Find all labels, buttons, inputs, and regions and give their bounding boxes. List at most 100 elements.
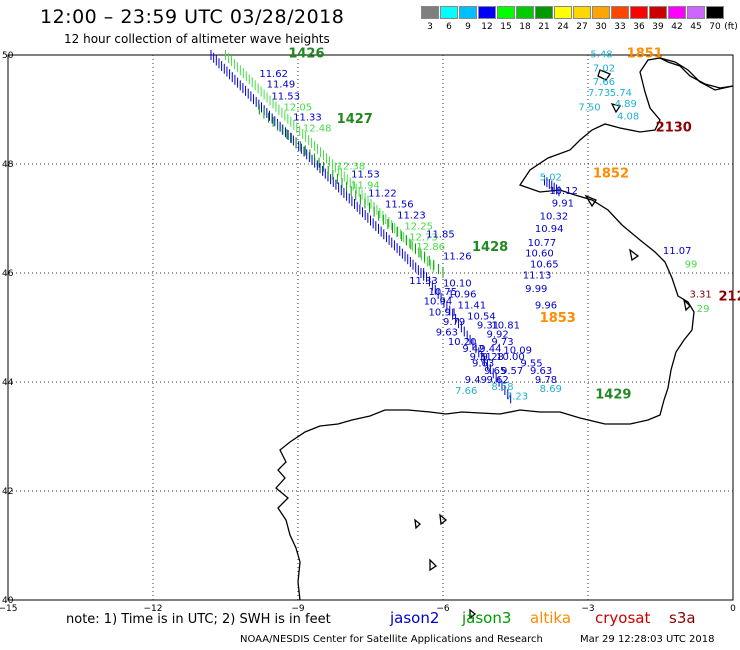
swh-value-label: 7.66 [455,386,477,397]
swh-value-label: 10.00 [496,352,525,363]
colorbar-swatch [421,6,439,19]
colorbar-swatch [535,6,553,19]
colorbar-label: 21 [538,22,550,32]
swh-value-label: 29 [697,304,710,315]
lon-tick-label: −15 [0,604,18,614]
swh-value-label: 9.65 [484,366,506,377]
swh-value-label: 10.65 [530,260,559,271]
coastline-segment [518,57,734,425]
swh-value-label: 9.42 [462,344,484,355]
swh-value-label: 12.73 [409,232,438,243]
colorbar-label: 12 [481,22,493,32]
swh-value-label: 10.09 [503,346,532,357]
colorbar-label: 27 [576,22,588,32]
axis-ticks: −15 −12 −9 −6 −3 0 50 48 46 44 42 40 [0,51,736,614]
coastline-segment [439,513,448,526]
swh-value-label: 9.91 [552,199,574,210]
swh-value-label: 11.33 [409,276,438,287]
coastline-segment [629,248,640,262]
swh-value-label: 12.86 [416,242,445,253]
coastline-segment [682,298,691,312]
swh-value-label: 5.48 [590,50,612,61]
swh-value-label: 11.56 [385,200,414,211]
swh-value-label: 11.26 [443,251,472,262]
swh-value-label: 7.66 [593,77,615,88]
lat-tick-label: 46 [2,269,14,279]
swh-value-label: 8.69 [540,384,562,395]
swh-value-label: 9.49 [465,375,487,386]
swh-value-label: 11.49 [267,80,296,91]
colorbar-swatch [668,6,686,19]
swh-value-label: 10.94 [535,224,564,235]
swh-value-label: 9.79 [443,317,465,328]
pass-time-label: 1427 [337,112,373,127]
lon-tick-label: −3 [581,604,594,614]
swh-value-label: 9.63 [530,366,552,377]
swh-value-label: 10.94 [424,297,453,308]
swh-value-label: 10.10 [443,279,472,290]
coastline-segment [610,103,622,114]
legend-jason2: jason2 [390,609,440,627]
colorbar-unit: (ft) [724,22,738,32]
swh-value-label: 5.74 [610,88,632,99]
legend-cryosat: cryosat [595,609,651,627]
colorbar-swatch [554,6,572,19]
swh-value-label: 10.91 [429,308,458,319]
swh-value-label: 4.89 [615,99,637,110]
colorbar-label: 39 [652,22,664,32]
colorbar-label: 36 [633,22,645,32]
lon-tick-label: −12 [144,604,163,614]
swh-value-label: 7.02 [593,63,615,74]
colorbar-swatch [573,6,591,19]
swh-value-label: 8.58 [491,382,513,393]
map-subtitle: 12 hour collection of altimeter wave hei… [64,32,330,46]
legend-jason3: jason3 [462,609,512,627]
colorbar-label: 6 [446,22,452,32]
colorbar-swatch [516,6,534,19]
coastline-segment [429,558,438,572]
swh-value-label: 11.33 [293,112,322,123]
footnote: note: 1) Time is in UTC; 2) SWH is in fe… [66,612,331,627]
coastline-segment [414,518,421,530]
swh-value-label: 12.05 [284,103,313,114]
swh-value-label: 10.81 [491,321,520,332]
swh-value-label: 99 [685,260,698,271]
colorbar-swatch [611,6,629,19]
swh-value-label: 9.31 [477,321,499,332]
swh-value-label: 9.92 [487,329,509,340]
coastline [275,57,734,620]
lat-tick-label: 40 [2,596,14,606]
lat-tick-label: 50 [2,51,14,61]
swh-value-label: 9.63 [472,359,494,370]
swh-value-label: 9.62 [487,375,509,386]
swh-value-label: 11.07 [663,246,692,257]
swh-value-label: 12.25 [404,221,433,232]
swh-value-label: 4.08 [617,111,639,122]
swh-value-label: 9.99 [525,284,547,295]
legend-altika: altika [530,609,572,627]
colorbar-swatch [687,6,705,19]
colorbar-swatch [459,6,477,19]
swh-value-label: 9.28 [482,352,504,363]
colorbar-label: 30 [595,22,607,32]
swh-value-label: 11.13 [523,270,552,281]
pass-time-label: 1851 [627,47,663,62]
swh-value-label: 10.75 [429,287,458,298]
swh-value-label: 10.32 [540,212,569,223]
coastline-segment [469,608,477,620]
swh-value-label: 10.20 [448,337,477,348]
pass-time-label: 1428 [472,240,508,255]
satellite-tracks [210,50,560,404]
lat-tick-label: 44 [2,378,14,388]
swh-value-label: 11.22 [368,189,397,200]
lat-tick-label: 48 [2,160,14,170]
swh-value-label: 7.73 [588,88,610,99]
swh-value-label: 11.62 [259,69,288,80]
swh-value-label: 12.48 [303,123,332,134]
colorbar-swatch [478,6,496,19]
swh-value-label: 9.73 [491,337,513,348]
swh-value-label: 7.23 [506,391,528,402]
coastline-segment [597,69,611,81]
swh-value-label: 11.23 [397,211,426,222]
lon-tick-label: −6 [436,604,450,614]
